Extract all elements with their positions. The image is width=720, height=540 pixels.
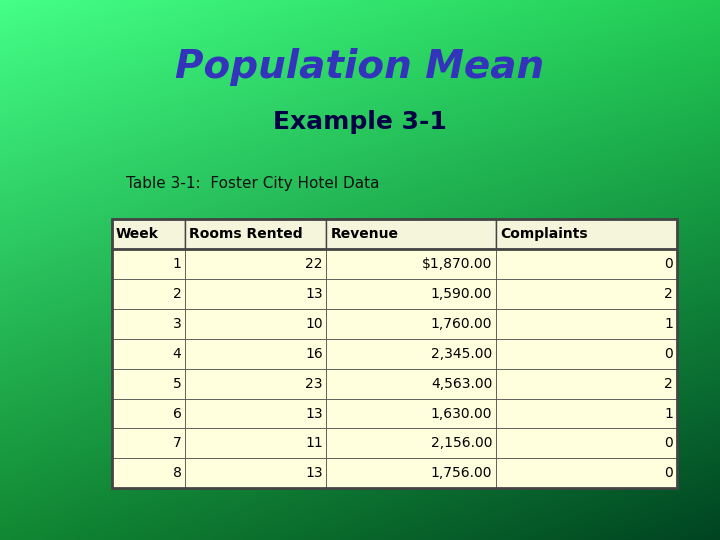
- Text: Revenue: Revenue: [330, 227, 399, 241]
- Text: 4,563.00: 4,563.00: [431, 376, 492, 390]
- Text: Population Mean: Population Mean: [176, 49, 544, 86]
- Text: Example 3-1: Example 3-1: [273, 110, 447, 133]
- Text: 13: 13: [305, 407, 323, 421]
- Text: 1: 1: [665, 407, 673, 421]
- Text: 13: 13: [305, 287, 323, 301]
- Text: Complaints: Complaints: [500, 227, 588, 241]
- Bar: [112, 368, 185, 399]
- Bar: [496, 368, 677, 399]
- Bar: [326, 219, 496, 248]
- Text: 2: 2: [665, 376, 673, 390]
- Bar: [496, 339, 677, 368]
- Text: 2: 2: [665, 287, 673, 301]
- Text: 13: 13: [305, 467, 323, 481]
- Bar: [496, 399, 677, 429]
- Bar: [185, 458, 326, 489]
- Bar: [185, 368, 326, 399]
- Text: 1: 1: [173, 256, 181, 271]
- Bar: [326, 368, 496, 399]
- Text: 23: 23: [305, 376, 323, 390]
- Text: 2,156.00: 2,156.00: [431, 436, 492, 450]
- Bar: [112, 339, 185, 368]
- Bar: [112, 219, 185, 248]
- Bar: [112, 219, 677, 489]
- Text: 2,345.00: 2,345.00: [431, 347, 492, 361]
- Bar: [185, 309, 326, 339]
- Text: Rooms Rented: Rooms Rented: [189, 227, 303, 241]
- Bar: [326, 399, 496, 429]
- Text: 4: 4: [173, 347, 181, 361]
- Bar: [112, 279, 185, 309]
- Text: 1,760.00: 1,760.00: [431, 316, 492, 330]
- Text: 1: 1: [665, 316, 673, 330]
- Text: 3: 3: [173, 316, 181, 330]
- Text: 0: 0: [665, 436, 673, 450]
- Text: $1,870.00: $1,870.00: [422, 256, 492, 271]
- Text: 0: 0: [665, 467, 673, 481]
- Text: 22: 22: [305, 256, 323, 271]
- Bar: [326, 458, 496, 489]
- Bar: [496, 309, 677, 339]
- Text: Week: Week: [116, 227, 159, 241]
- Bar: [185, 279, 326, 309]
- Text: 5: 5: [173, 376, 181, 390]
- Text: 2: 2: [173, 287, 181, 301]
- Bar: [326, 248, 496, 279]
- Text: 11: 11: [305, 436, 323, 450]
- Bar: [112, 429, 185, 458]
- Bar: [112, 458, 185, 489]
- Bar: [496, 429, 677, 458]
- Bar: [185, 339, 326, 368]
- Text: 1,630.00: 1,630.00: [431, 407, 492, 421]
- Bar: [326, 309, 496, 339]
- Bar: [496, 219, 677, 248]
- Bar: [496, 248, 677, 279]
- Bar: [326, 429, 496, 458]
- Bar: [112, 248, 185, 279]
- Text: Table 3-1:  Foster City Hotel Data: Table 3-1: Foster City Hotel Data: [126, 176, 379, 191]
- Bar: [185, 248, 326, 279]
- Text: 0: 0: [665, 347, 673, 361]
- Bar: [185, 399, 326, 429]
- Text: 0: 0: [665, 256, 673, 271]
- Bar: [112, 309, 185, 339]
- Text: 16: 16: [305, 347, 323, 361]
- Text: 8: 8: [173, 467, 181, 481]
- Bar: [112, 399, 185, 429]
- Text: 6: 6: [173, 407, 181, 421]
- Bar: [185, 219, 326, 248]
- Text: 7: 7: [173, 436, 181, 450]
- Bar: [496, 279, 677, 309]
- Bar: [185, 429, 326, 458]
- Bar: [326, 339, 496, 368]
- Bar: [326, 279, 496, 309]
- Text: 1,590.00: 1,590.00: [431, 287, 492, 301]
- Text: 10: 10: [305, 316, 323, 330]
- Bar: [496, 458, 677, 489]
- Text: 1,756.00: 1,756.00: [431, 467, 492, 481]
